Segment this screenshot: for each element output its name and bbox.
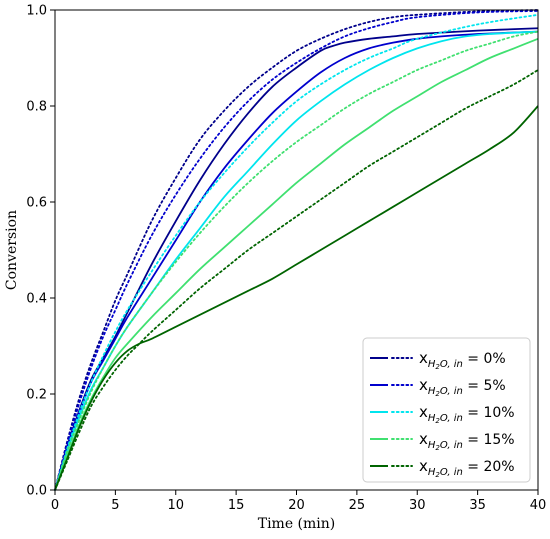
legend: xH2O, in = 0% xH2O, in = 5% xH2O, in = 10%… — [362, 337, 531, 483]
legend-label: xH2O, in = 15% — [419, 430, 515, 452]
legend-label: xH2O, in = 10% — [419, 403, 515, 425]
y-axis: 0.0 0.2 0.4 0.6 0.8 1.0 — [26, 4, 55, 499]
legend-box — [362, 337, 531, 483]
y-axis-title: Conversion — [4, 210, 20, 290]
series-0-dotted-line — [54, 9, 539, 491]
legend-label: xH2O, in = 5% — [419, 376, 506, 398]
x-tick-label: 30 — [409, 498, 426, 513]
y-tick-label: 0.6 — [26, 196, 47, 211]
series-4-dotted-line — [54, 69, 539, 491]
x-tick-label: 40 — [530, 498, 547, 513]
x-axis: 0 5 10 15 20 25 30 35 40 — [51, 490, 546, 513]
x-tick-label: 20 — [288, 498, 305, 513]
y-tick-label: 0.4 — [26, 292, 47, 307]
plot-lines — [54, 9, 539, 491]
legend-label: xH2O, in = 20% — [419, 457, 515, 479]
x-tick-label: 0 — [51, 498, 59, 513]
series-1-dotted-line — [54, 10, 539, 491]
x-tick-label: 15 — [228, 498, 245, 513]
x-tick-label: 35 — [469, 498, 486, 513]
y-tick-label: 0.2 — [26, 388, 47, 403]
y-tick-label: 0.0 — [26, 484, 47, 499]
series-3-solid-line — [54, 37, 539, 491]
series-2-dotted-line — [54, 13, 539, 491]
x-tick-label: 5 — [111, 498, 119, 513]
series-3-dotted-line — [54, 30, 539, 491]
series-1-solid-line — [54, 30, 539, 491]
legend-label: xH2O, in = 0% — [419, 349, 506, 371]
x-axis-title: Time (min) — [258, 516, 336, 532]
y-tick-label: 1.0 — [26, 4, 47, 19]
series-4-solid-line — [54, 105, 539, 491]
x-tick-label: 25 — [349, 498, 366, 513]
x-tick-label: 10 — [167, 498, 184, 513]
y-tick-label: 0.8 — [26, 100, 47, 115]
